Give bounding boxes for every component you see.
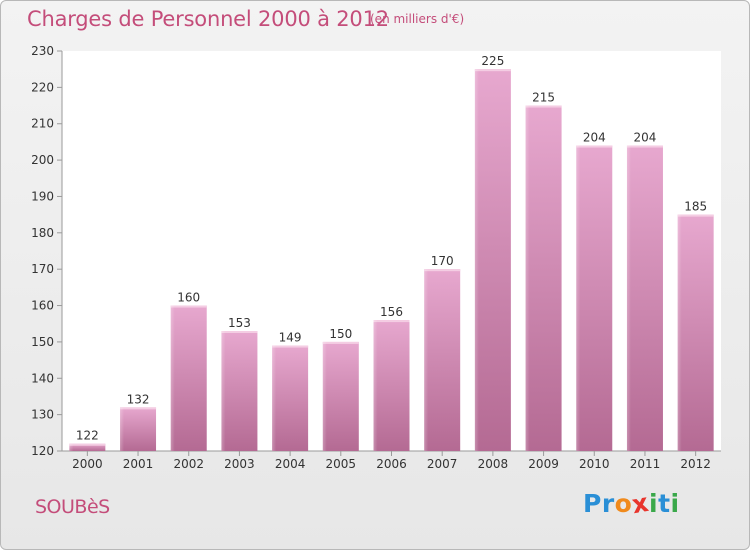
bar-shine [272, 345, 277, 451]
bar-top-highlight [424, 269, 461, 272]
bar-value-label: 204 [634, 131, 657, 145]
x-tick-label: 2007 [427, 457, 458, 471]
bar-shine [626, 145, 631, 451]
bar-top-highlight [525, 105, 562, 108]
bar-value-label: 185 [684, 200, 707, 214]
bar-shine [221, 331, 226, 451]
bar-shine [170, 305, 175, 451]
bar-shine [322, 341, 327, 451]
bar-value-label: 160 [177, 291, 200, 305]
bar-value-label: 204 [583, 131, 606, 145]
bar-top-highlight [677, 214, 714, 217]
bar [221, 331, 258, 451]
bar-value-label: 156 [380, 305, 403, 319]
bar-value-label: 215 [532, 91, 555, 105]
logo-letter: i [649, 489, 659, 518]
logo-letter: i [670, 489, 680, 518]
y-tick-label: 170 [31, 262, 54, 276]
bar [677, 214, 714, 451]
chart-title: Charges de Personnel 2000 à 2012 [27, 7, 389, 31]
bar-shine [474, 69, 479, 451]
bar-top-highlight [373, 320, 410, 323]
x-tick-label: 2010 [579, 457, 610, 471]
y-tick-label: 210 [31, 117, 54, 131]
x-tick-label: 2008 [478, 457, 509, 471]
bar [120, 407, 157, 451]
x-tick-label: 2005 [326, 457, 357, 471]
bar-value-label: 170 [431, 254, 454, 268]
bar [322, 341, 359, 451]
proxiti-logo: Proxiti [583, 488, 680, 519]
y-tick-label: 130 [31, 408, 54, 422]
x-tick-label: 2009 [528, 457, 559, 471]
bar [525, 105, 562, 451]
bar-shine [424, 269, 429, 451]
bar-shine [576, 145, 581, 451]
chart-subtitle: (en milliers d'€) [370, 12, 465, 26]
bar [69, 443, 106, 451]
x-tick-label: 2004 [275, 457, 306, 471]
bar [576, 145, 613, 451]
bar-shine [69, 443, 74, 451]
bar-shine [120, 407, 125, 451]
logo-letter: t [658, 489, 671, 518]
x-tick-label: 2003 [224, 457, 255, 471]
bar [272, 345, 309, 451]
bar [373, 320, 410, 451]
y-tick-label: 160 [31, 299, 54, 313]
bar-shine [373, 320, 378, 451]
x-tick-label: 2002 [173, 457, 204, 471]
bar [474, 69, 511, 451]
bar-value-label: 122 [76, 429, 99, 443]
bar-top-highlight [626, 145, 663, 148]
x-tick-label: 2001 [123, 457, 154, 471]
bar-value-label: 132 [127, 392, 150, 406]
bar-value-label: 149 [279, 331, 302, 345]
bar [626, 145, 663, 451]
x-tick-label: 2011 [630, 457, 661, 471]
bar-top-highlight [120, 407, 157, 410]
x-tick-label: 2006 [376, 457, 407, 471]
bar-top-highlight [170, 305, 207, 308]
y-tick-label: 150 [31, 335, 54, 349]
bar-top-highlight [221, 331, 258, 333]
x-tick-label: 2000 [72, 457, 103, 471]
bar-value-label: 150 [329, 327, 352, 341]
bar-shine [677, 214, 682, 451]
y-tick-label: 140 [31, 371, 54, 385]
bar [170, 305, 207, 451]
y-tick-label: 220 [31, 80, 54, 94]
logo-letter: r [601, 489, 615, 518]
bar-shine [525, 105, 530, 451]
bar-value-label: 153 [228, 316, 251, 330]
x-tick-label: 2012 [680, 457, 711, 471]
bar-value-label: 225 [481, 54, 504, 68]
y-tick-label: 180 [31, 226, 54, 240]
bar [424, 269, 461, 451]
logo-letter: o [614, 489, 633, 518]
bar-top-highlight [69, 443, 106, 446]
bar-top-highlight [576, 145, 613, 148]
bar-top-highlight [322, 341, 359, 344]
bar-top-highlight [474, 69, 511, 72]
bar-top-highlight [272, 345, 309, 348]
logo-letter: P [583, 489, 602, 518]
y-tick-label: 120 [31, 444, 54, 458]
y-tick-label: 190 [31, 189, 54, 203]
y-tick-label: 230 [31, 44, 54, 58]
commune-name: SOUBèS [35, 496, 110, 518]
y-tick-label: 200 [31, 153, 54, 167]
